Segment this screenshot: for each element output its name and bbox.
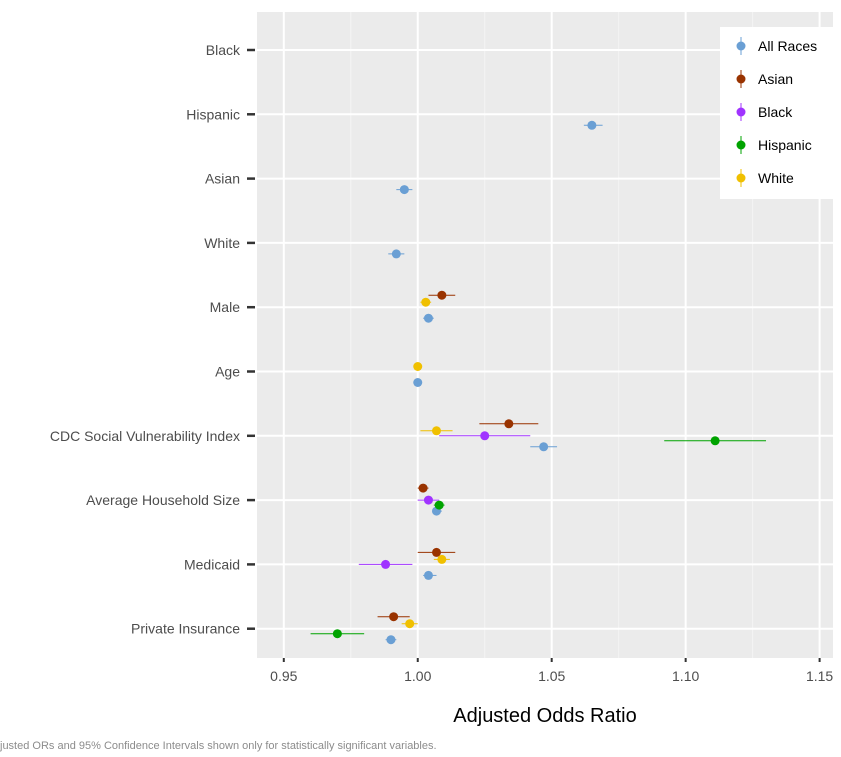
legend-label: Hispanic	[758, 137, 812, 153]
legend: All Races Asian Black Hispanic White	[720, 27, 837, 199]
or-point	[431, 426, 441, 436]
or-point	[413, 362, 423, 371]
legend-key-point	[736, 107, 746, 117]
x-tick-label: 1.10	[672, 668, 699, 684]
y-axis: Black Hispanic Asian White Male Age CDC Social…	[50, 42, 255, 637]
or-point	[332, 629, 342, 639]
legend-label: Black	[758, 104, 793, 120]
or-point	[539, 442, 549, 452]
or-point	[431, 547, 441, 557]
or-point	[710, 436, 720, 446]
or-point	[421, 297, 431, 307]
caption: justed ORs and 95% Confidence Intervals …	[0, 740, 437, 752]
y-tick-label: Hispanic	[186, 106, 240, 122]
or-point	[504, 419, 514, 429]
y-tick-label: Average Household Size	[86, 492, 240, 508]
x-tick-label: 0.95	[270, 668, 297, 684]
or-point	[437, 290, 447, 300]
x-axis: 0.95 1.00 1.05 1.10 1.15	[270, 658, 833, 684]
or-point	[386, 635, 396, 645]
y-tick-label: Black	[206, 42, 241, 58]
or-point	[423, 570, 433, 580]
y-tick-label: Age	[215, 364, 240, 380]
or-point	[423, 313, 433, 323]
or-point	[391, 249, 401, 259]
x-axis-title: Adjusted Odds Ratio	[453, 705, 636, 727]
y-tick-label: Male	[210, 299, 241, 315]
legend-key-point	[736, 140, 746, 150]
y-tick-label: Asian	[205, 171, 240, 187]
legend-key-point	[736, 41, 746, 51]
legend-label: All Races	[758, 38, 817, 54]
or-point	[405, 619, 415, 629]
x-tick-label: 1.15	[806, 668, 833, 684]
or-point	[434, 500, 444, 510]
or-point	[389, 612, 399, 622]
legend-label: White	[758, 170, 794, 186]
y-tick-label: Private Insurance	[131, 621, 240, 637]
or-point	[381, 559, 391, 569]
y-tick-label: Medicaid	[184, 556, 240, 572]
or-point	[423, 495, 433, 505]
x-tick-label: 1.00	[404, 668, 431, 684]
legend-key-point	[736, 74, 746, 84]
or-point	[437, 554, 447, 564]
legend-label: Asian	[758, 71, 793, 87]
or-point	[418, 483, 428, 493]
data-marks	[310, 120, 767, 645]
or-point	[413, 378, 423, 387]
or-point	[399, 185, 409, 195]
y-tick-label: White	[204, 235, 240, 251]
legend-key-point	[736, 173, 746, 183]
x-tick-label: 1.05	[538, 668, 565, 684]
or-point	[587, 120, 597, 130]
y-tick-label: CDC Social Vulnerability Index	[50, 428, 240, 444]
or-point	[480, 431, 490, 441]
